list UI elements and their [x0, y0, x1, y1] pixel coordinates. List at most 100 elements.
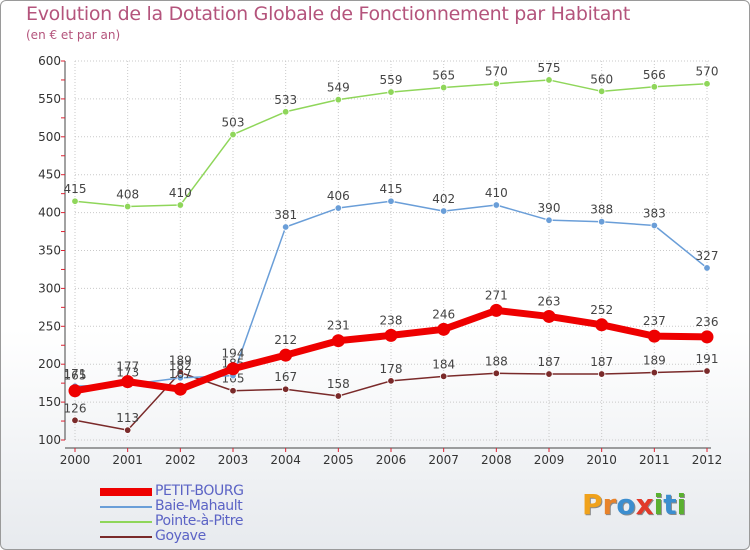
y-tick-label: 500 — [38, 130, 61, 144]
data-label: 231 — [327, 319, 350, 333]
data-label: 189 — [169, 354, 192, 368]
y-tick-label: 550 — [38, 92, 61, 106]
legend-swatch — [100, 520, 152, 523]
data-label: 381 — [274, 208, 297, 222]
logo-letter: P — [582, 488, 603, 521]
data-point — [281, 108, 290, 116]
series-pointe-pitre: 415 408 410 503 533 549 559 565 570 575 560 566 570 — [64, 61, 719, 211]
data-label: 390 — [538, 201, 561, 215]
data-point — [650, 221, 659, 230]
data-label: 560 — [590, 72, 613, 86]
data-point — [229, 130, 237, 139]
data-label: 406 — [327, 189, 350, 203]
data-label: 559 — [380, 73, 403, 87]
data-point — [226, 362, 240, 376]
legend-label: Goyave — [155, 528, 206, 544]
data-point — [176, 201, 185, 209]
data-label: 565 — [432, 69, 455, 83]
data-point — [439, 83, 448, 92]
data-point — [703, 80, 711, 88]
data-point — [703, 367, 711, 375]
data-label: 188 — [485, 354, 508, 368]
x-tick-label: 2011 — [639, 453, 670, 467]
x-tick-label: 2005 — [323, 453, 354, 467]
data-label: 533 — [274, 93, 297, 107]
data-label: 237 — [643, 314, 666, 328]
data-point — [71, 416, 79, 424]
data-point — [650, 83, 659, 91]
data-point — [542, 309, 556, 323]
data-point — [331, 334, 345, 348]
data-label: 263 — [538, 294, 561, 308]
y-tick-label: 400 — [38, 206, 61, 220]
series-goyave: 126 113 189 165 167 158 178 184 188 187 187 189 191 — [64, 352, 719, 434]
data-label: 410 — [169, 186, 192, 200]
data-label: 503 — [222, 116, 245, 130]
data-label: 173 — [116, 366, 139, 380]
data-label: 126 — [64, 401, 87, 415]
x-tick-label: 2006 — [376, 453, 407, 467]
data-label: 236 — [696, 315, 719, 329]
data-label: 410 — [485, 186, 508, 200]
x-tick-label: 2008 — [481, 453, 512, 467]
data-label: 182 — [169, 359, 192, 373]
data-point — [123, 426, 132, 434]
data-label: 191 — [696, 352, 719, 366]
data-label: 549 — [327, 81, 350, 95]
x-tick-label: 2001 — [112, 453, 143, 467]
legend-swatch — [100, 535, 152, 538]
data-point — [281, 223, 290, 231]
data-label: 570 — [485, 65, 508, 79]
data-point — [71, 197, 79, 205]
data-label: 415 — [64, 182, 87, 196]
data-label: 212 — [274, 333, 297, 347]
data-label: 178 — [380, 362, 403, 376]
data-point — [437, 322, 451, 336]
data-point — [334, 392, 343, 400]
data-label: 575 — [538, 61, 561, 75]
y-tick-label: 150 — [38, 395, 61, 409]
data-label: 189 — [643, 354, 666, 368]
legend-label: Baie-Mahault — [155, 498, 243, 514]
logo-letter: t — [663, 488, 677, 521]
x-tick-label: 2010 — [586, 453, 617, 467]
data-point — [597, 217, 606, 226]
series-baie-mahault: 171173182185381406415402410390388383327 — [64, 182, 718, 390]
data-label: 566 — [643, 68, 666, 82]
data-label: 167 — [274, 370, 297, 384]
data-label: 194 — [222, 347, 245, 361]
data-label: 238 — [380, 313, 403, 327]
data-point — [492, 369, 501, 377]
data-label: 415 — [380, 182, 403, 196]
data-label: 187 — [590, 355, 613, 369]
data-label: 570 — [696, 65, 719, 79]
x-tick-label: 2009 — [534, 453, 565, 467]
data-label: 252 — [590, 303, 613, 317]
data-point — [492, 80, 501, 88]
logo-letter: i — [676, 488, 687, 521]
data-point — [387, 377, 395, 385]
chart-title: Evolution de la Dotation Globale de Fonc… — [26, 3, 631, 25]
y-tick-label: 100 — [38, 433, 61, 447]
data-point — [439, 207, 448, 215]
data-label: 271 — [485, 288, 508, 302]
data-point — [489, 303, 503, 317]
y-tick-label: 300 — [38, 281, 61, 295]
x-tick-label: 2004 — [270, 453, 301, 467]
data-point — [439, 372, 448, 381]
data-label: 177 — [116, 360, 139, 374]
data-label: 383 — [643, 206, 666, 220]
logo-letter: o — [616, 488, 636, 521]
data-label: 388 — [590, 203, 613, 217]
data-point — [173, 382, 187, 396]
logo-letter: r — [602, 488, 617, 521]
x-tick-label: 2000 — [60, 453, 91, 467]
data-label: 402 — [432, 192, 455, 206]
data-point — [279, 348, 293, 362]
legend-label: PETIT-BOURG — [155, 483, 244, 499]
data-label: 158 — [327, 377, 350, 391]
data-point — [650, 368, 659, 377]
data-point — [387, 197, 395, 205]
data-point — [647, 329, 661, 343]
